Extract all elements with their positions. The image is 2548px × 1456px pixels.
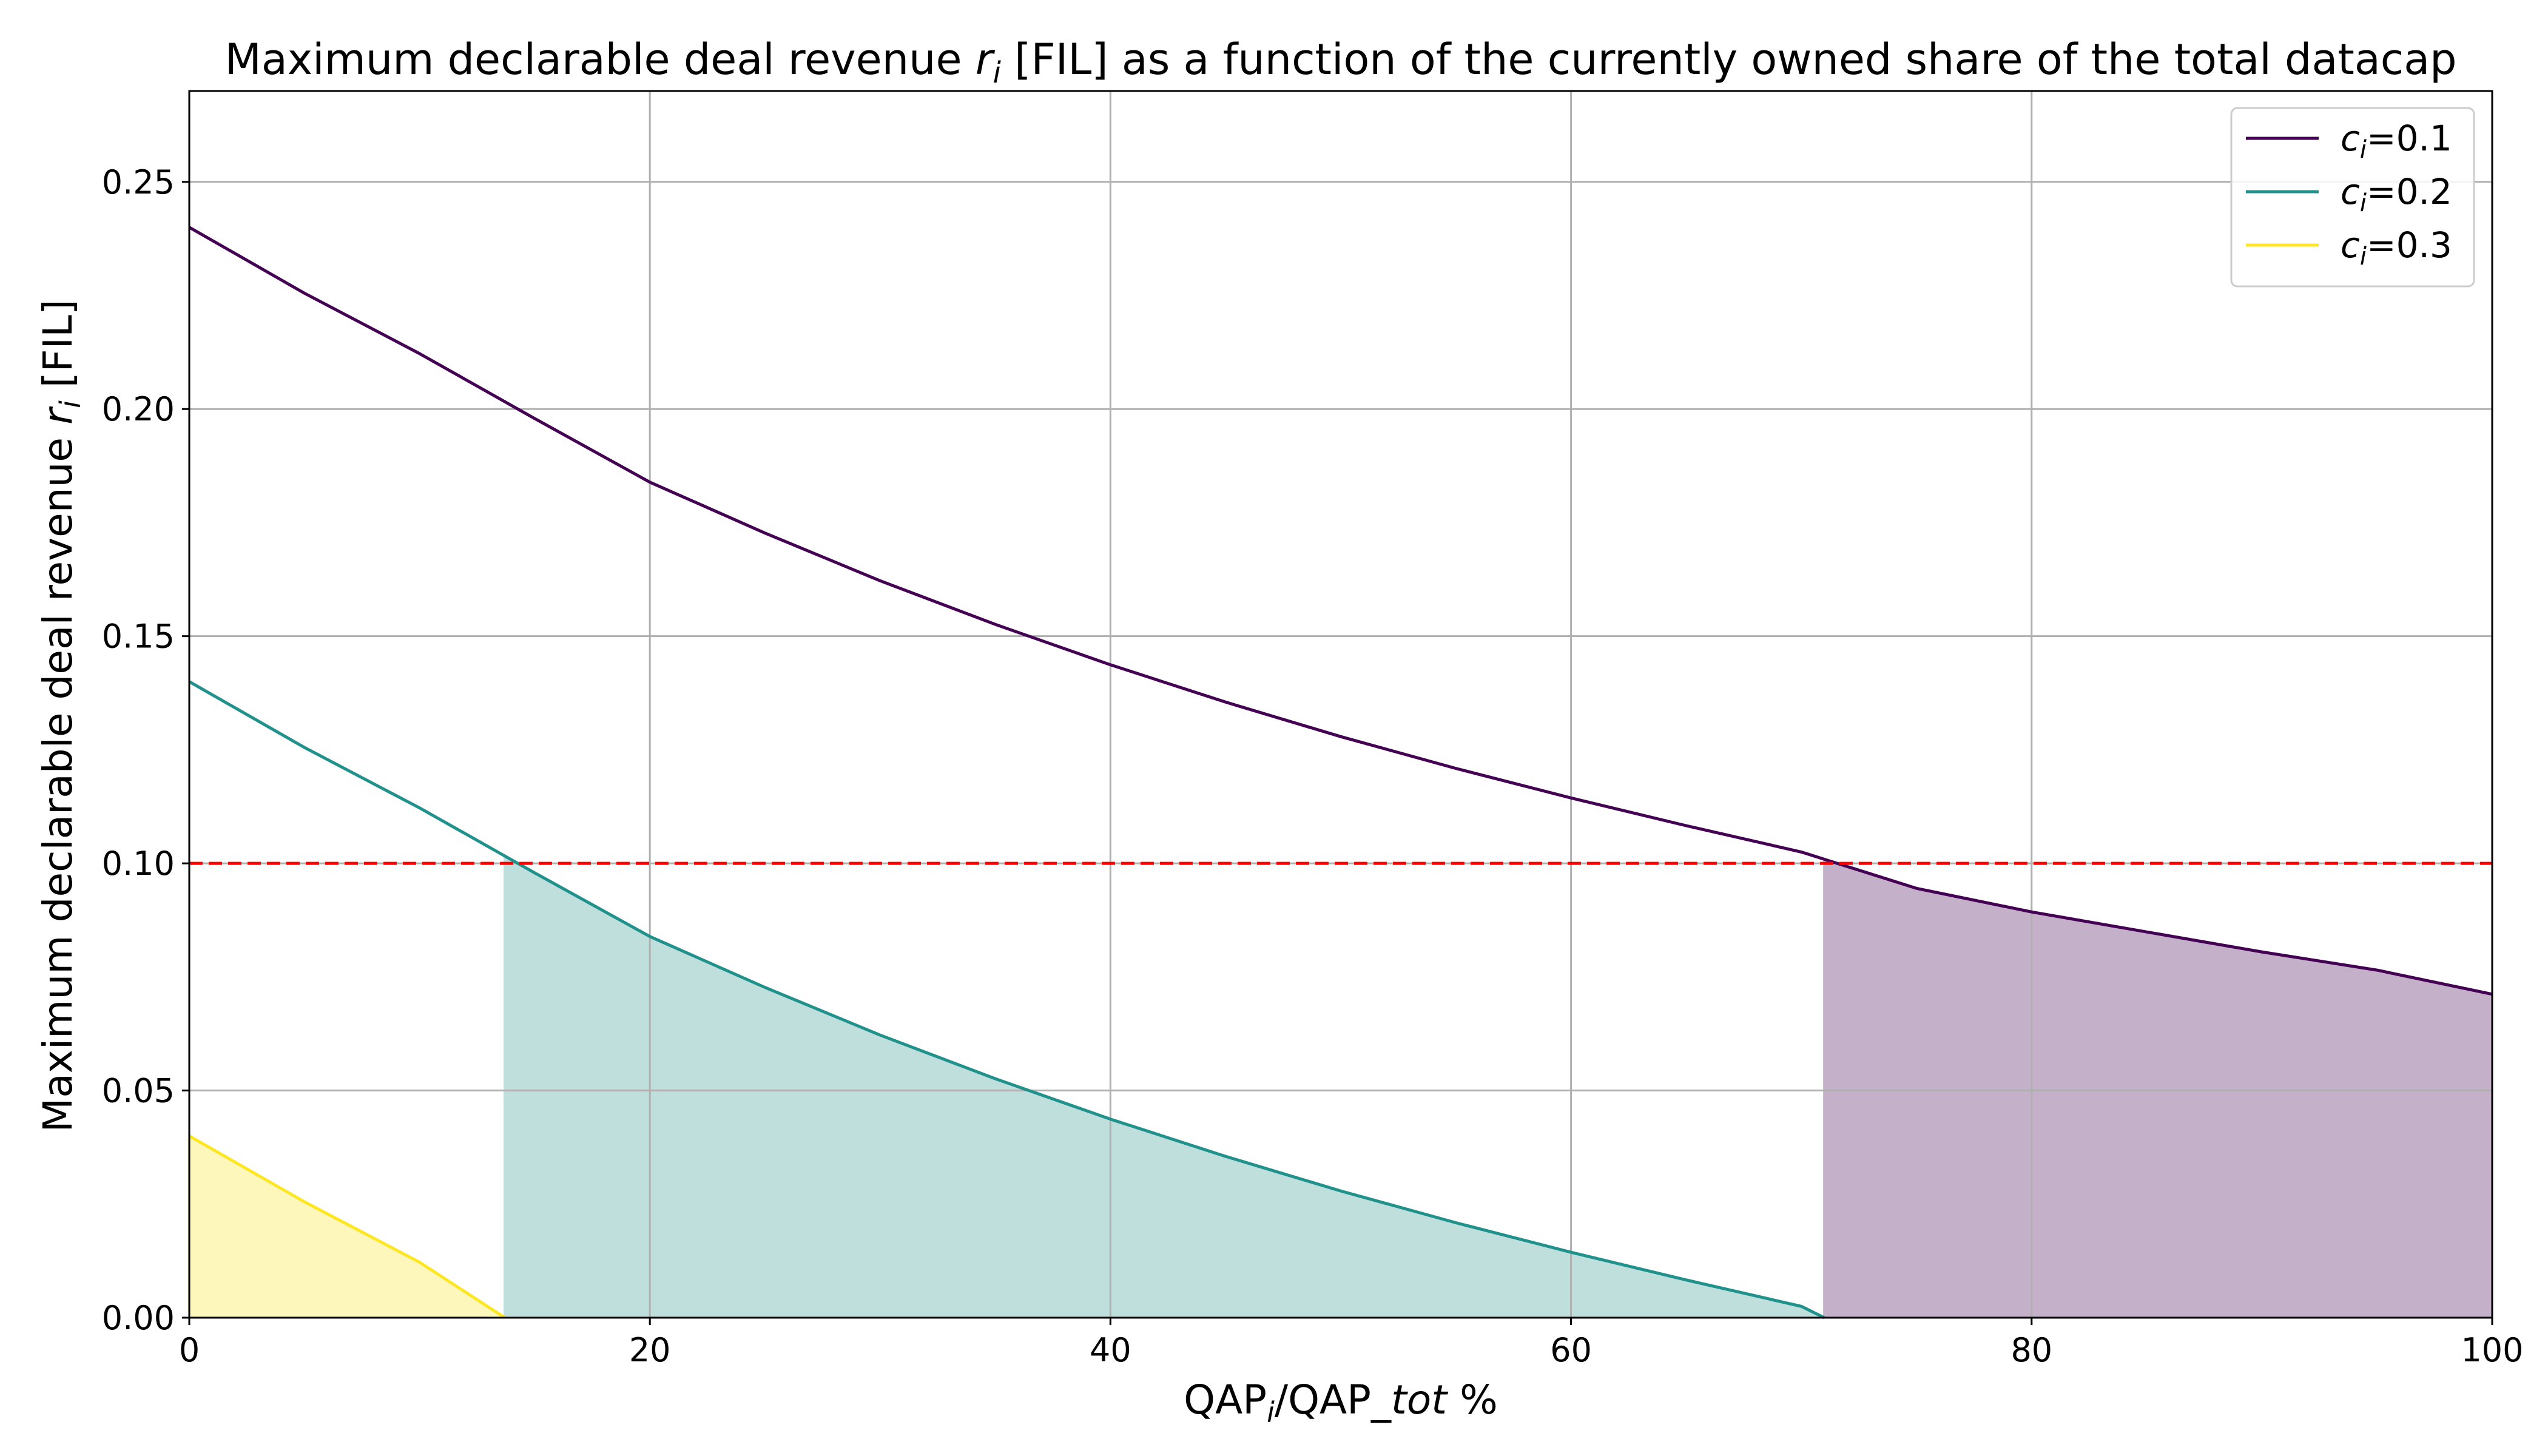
legend-label-1: ci=0.1 bbox=[2341, 118, 2452, 164]
x-axis-ticks: 0 20 40 60 80 100 bbox=[179, 1318, 2524, 1369]
series-line-3 bbox=[188, 1134, 506, 1320]
area-fill-2 bbox=[505, 856, 1825, 1318]
series-line-1 bbox=[188, 226, 2493, 996]
y-tick-label-0: 0.00 bbox=[102, 1299, 175, 1337]
x-tick-label-1: 20 bbox=[629, 1331, 671, 1369]
y-tick-label-2: 0.10 bbox=[102, 844, 175, 883]
area-fills bbox=[188, 855, 2492, 1318]
x-tick-label-4: 80 bbox=[2010, 1331, 2052, 1369]
x-tick-label-3: 60 bbox=[1550, 1331, 1592, 1369]
y-tick-label-5: 0.25 bbox=[102, 163, 175, 201]
x-tick-label-2: 40 bbox=[1090, 1331, 1131, 1369]
y-tick-label-3: 0.15 bbox=[102, 618, 175, 656]
area-fill-1 bbox=[1824, 859, 2492, 1318]
legend-label-2: ci=0.2 bbox=[2341, 171, 2452, 217]
y-tick-label-1: 0.05 bbox=[102, 1072, 175, 1110]
y-tick-label-4: 0.20 bbox=[102, 390, 175, 428]
y-axis-ticks: 0.00 0.05 0.10 0.15 0.20 0.25 bbox=[102, 163, 189, 1337]
legend-label-3: ci=0.3 bbox=[2341, 224, 2452, 271]
legend: ci=0.1 ci=0.2 ci=0.3 bbox=[2230, 107, 2475, 288]
x-axis-label: QAPi/QAP_tot % bbox=[1184, 1377, 1498, 1429]
legend-box bbox=[2230, 107, 2475, 288]
chart-title: Maximum declarable deal revenue ri [FIL]… bbox=[224, 35, 2456, 90]
series-lines bbox=[188, 226, 2493, 1320]
series-line-2 bbox=[188, 680, 1825, 1320]
y-axis-label: Maximum declarable deal revenue ri [FIL] bbox=[35, 299, 87, 1132]
plot-frame bbox=[188, 90, 2493, 1319]
x-tick-label-0: 0 bbox=[179, 1331, 200, 1369]
x-tick-label-5: 100 bbox=[2461, 1331, 2523, 1369]
